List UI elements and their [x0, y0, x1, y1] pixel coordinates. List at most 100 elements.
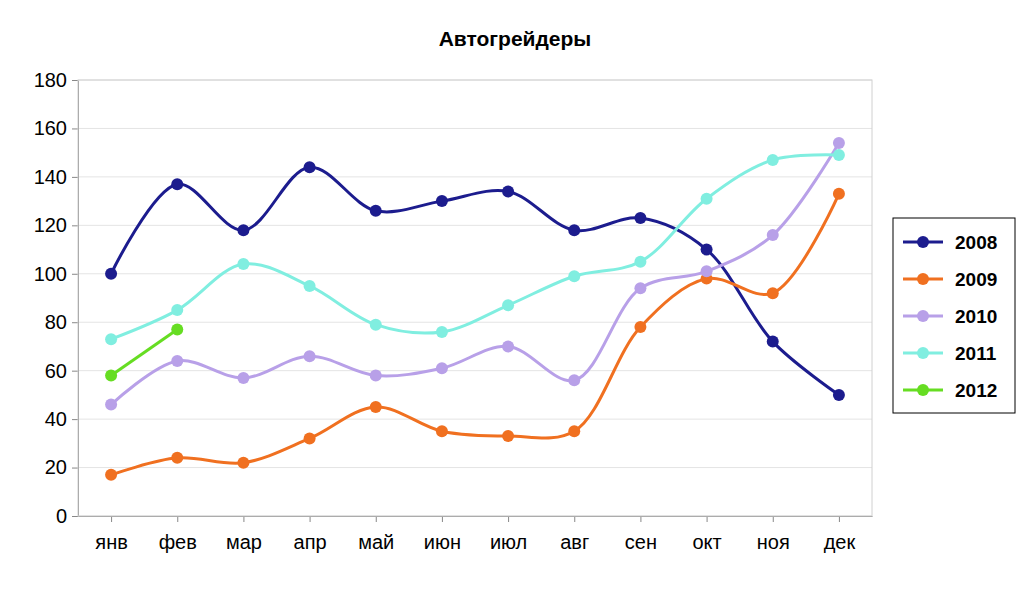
- y-tick-label: 160: [34, 117, 67, 139]
- y-tick: 180: [34, 69, 78, 91]
- y-axis: 020406080100120140160180: [34, 69, 79, 527]
- legend-label: 2011: [955, 343, 997, 364]
- x-tick-label: дек: [824, 531, 856, 553]
- legend-entry: 2012: [903, 380, 997, 401]
- point: [171, 304, 183, 316]
- legend-label: 2012: [955, 380, 997, 401]
- grid-line: [78, 419, 872, 420]
- series: [105, 188, 845, 481]
- grid-line: [78, 176, 872, 177]
- x-tick: окт: [692, 516, 721, 553]
- series: [105, 323, 183, 381]
- y-tick-mark: [72, 225, 78, 226]
- legend-entry: 2009: [903, 269, 997, 290]
- x-tick-mark: [773, 516, 774, 522]
- point: [370, 401, 382, 413]
- y-tick-label: 100: [34, 263, 67, 285]
- x-tick-label: ноя: [757, 531, 790, 553]
- legend-entry: 2008: [903, 232, 997, 253]
- legend-marker: [917, 236, 929, 248]
- x-tick-label: май: [358, 531, 394, 553]
- y-tick: 20: [45, 456, 78, 478]
- point: [767, 229, 779, 241]
- series-line: [111, 155, 839, 339]
- chart: Автогрейдеры020406080100120140160180янвф…: [0, 0, 1023, 589]
- point: [634, 212, 646, 224]
- plot-area: [105, 137, 845, 481]
- x-tick-label: мар: [226, 531, 262, 553]
- y-tick-mark: [72, 322, 78, 323]
- point: [767, 336, 779, 348]
- x-tick: июл: [490, 516, 527, 553]
- y-tick: 0: [56, 505, 78, 527]
- y-tick-label: 0: [56, 505, 67, 527]
- y-tick-mark: [72, 80, 78, 81]
- x-tick: апр: [294, 516, 327, 553]
- x-tick-mark: [310, 516, 311, 522]
- legend-entry: 2011: [903, 343, 997, 364]
- point: [502, 299, 514, 311]
- legend-label: 2010: [955, 306, 997, 327]
- grid-line: [78, 467, 872, 468]
- point: [436, 195, 448, 207]
- point: [237, 372, 249, 384]
- x-tick-mark: [707, 516, 708, 522]
- y-tick-mark: [72, 419, 78, 420]
- grid-line: [78, 225, 872, 226]
- series-line: [111, 167, 839, 395]
- point: [171, 355, 183, 367]
- y-tick-mark: [72, 128, 78, 129]
- plot-frame: [78, 80, 872, 516]
- point: [833, 137, 845, 149]
- x-tick-mark: [243, 516, 244, 522]
- point: [105, 469, 117, 481]
- point: [833, 188, 845, 200]
- point: [436, 425, 448, 437]
- x-tick: сен: [625, 516, 657, 553]
- x-tick: май: [358, 516, 394, 553]
- x-tick-mark: [442, 516, 443, 522]
- y-tick-label: 20: [45, 456, 67, 478]
- x-tick-mark: [376, 516, 377, 522]
- x-tick: авг: [560, 516, 589, 553]
- y-tick-label: 40: [45, 408, 67, 430]
- point: [502, 340, 514, 352]
- legend-marker: [917, 273, 929, 285]
- point: [767, 287, 779, 299]
- y-tick: 120: [34, 214, 78, 236]
- series-line: [111, 143, 839, 405]
- x-tick-label: авг: [560, 531, 589, 553]
- point: [105, 268, 117, 280]
- point: [568, 425, 580, 437]
- x-tick-mark: [508, 516, 509, 522]
- point: [171, 452, 183, 464]
- point: [304, 350, 316, 362]
- legend: 2008 2009 2010 2011 2012: [893, 218, 1015, 413]
- y-tick-mark: [72, 371, 78, 372]
- point: [105, 370, 117, 382]
- point: [304, 280, 316, 292]
- x-tick: июн: [424, 516, 461, 553]
- y-tick-mark: [72, 177, 78, 178]
- point: [701, 265, 713, 277]
- x-tick-label: июн: [424, 531, 461, 553]
- point: [237, 224, 249, 236]
- grid: [78, 80, 872, 516]
- x-tick-mark: [574, 516, 575, 522]
- point: [370, 370, 382, 382]
- x-tick-mark: [111, 516, 112, 522]
- x-tick-label: апр: [294, 531, 327, 553]
- legend-marker: [917, 384, 929, 396]
- y-tick: 60: [45, 360, 78, 382]
- y-tick: 140: [34, 166, 78, 188]
- point: [502, 185, 514, 197]
- point: [304, 161, 316, 173]
- x-tick-label: янв: [95, 531, 128, 553]
- legend-label: 2009: [955, 269, 997, 290]
- point: [171, 323, 183, 335]
- legend-marker: [917, 310, 929, 322]
- x-tick-label: сен: [625, 531, 657, 553]
- x-tick: фев: [159, 516, 197, 553]
- x-tick-label: фев: [159, 531, 197, 553]
- point: [833, 149, 845, 161]
